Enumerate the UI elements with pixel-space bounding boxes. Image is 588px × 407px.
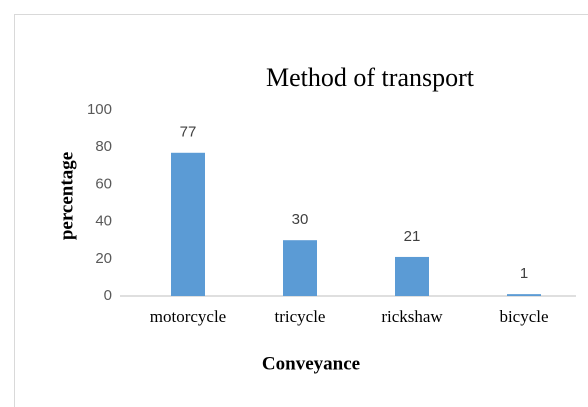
y-tick-label: 60 xyxy=(95,175,112,192)
data-label: 30 xyxy=(292,211,309,228)
bar xyxy=(171,152,205,296)
chart-border xyxy=(14,14,588,407)
x-tick-label: bicycle xyxy=(499,307,548,326)
bar xyxy=(283,240,317,296)
y-tick-label: 40 xyxy=(95,213,112,230)
bar xyxy=(507,294,541,296)
y-tick-label: 100 xyxy=(87,101,112,118)
y-axis-title: percentage xyxy=(56,152,77,240)
x-tick-label: rickshaw xyxy=(381,307,443,326)
y-tick-label: 80 xyxy=(95,138,112,155)
chart-title: Method of transport xyxy=(266,63,475,92)
data-label: 21 xyxy=(404,228,421,245)
bar xyxy=(395,256,429,296)
y-tick-label: 20 xyxy=(95,250,112,267)
data-label: 1 xyxy=(520,265,528,282)
data-label: 77 xyxy=(180,124,197,141)
x-axis-title: Conveyance xyxy=(262,353,360,374)
x-tick-label: motorcycle xyxy=(150,307,226,326)
x-tick-label: tricycle xyxy=(275,307,326,326)
y-tick-label: 0 xyxy=(104,287,112,304)
